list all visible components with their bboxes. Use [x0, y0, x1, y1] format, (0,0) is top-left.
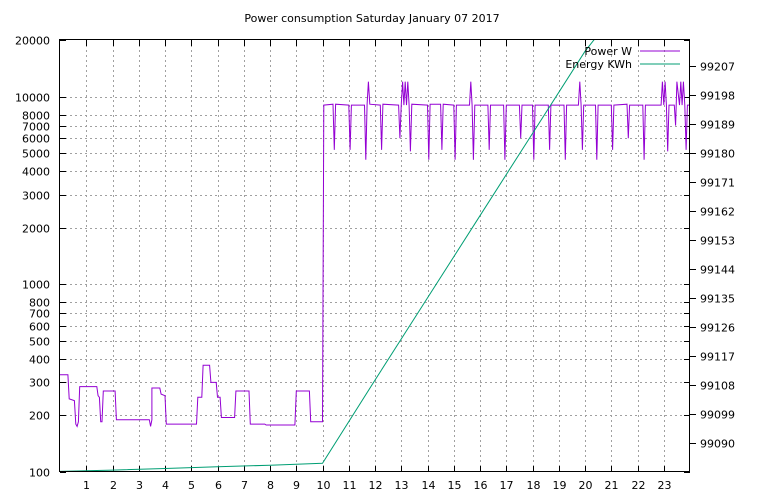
right-tick-label: 99126: [700, 322, 735, 335]
plot-border: [59, 39, 690, 472]
left-tick-label: 8000: [22, 110, 50, 123]
x-tick-label: 21: [605, 479, 619, 492]
left-tick-label: 6000: [22, 133, 50, 146]
left-tick-label: 300: [29, 377, 50, 390]
right-tick-label: 99144: [700, 264, 735, 277]
legend: Power W Energy KWh: [565, 45, 680, 71]
series-line-power: [60, 81, 690, 428]
right-tick-label: 99153: [700, 235, 735, 248]
x-tick-label: 14: [422, 479, 436, 492]
x-tick-label: 2: [110, 479, 117, 492]
left-tick-label: 10000: [15, 92, 50, 105]
x-tick-label: 11: [343, 479, 357, 492]
left-tick-label: 4000: [22, 166, 50, 179]
right-tick-label: 99099: [700, 409, 735, 422]
right-tick-label: 99090: [700, 438, 735, 451]
x-tick-label: 22: [632, 479, 646, 492]
right-tick-label: 99135: [700, 293, 735, 306]
left-tick-label: 1000: [22, 279, 50, 292]
left-tick-label: 400: [29, 354, 50, 367]
grid: [60, 40, 690, 472]
chart-title: Power consumption Saturday January 07 20…: [244, 12, 499, 25]
x-tick-label: 15: [448, 479, 462, 492]
legend-label-energy: Energy KWh: [565, 58, 632, 71]
x-tick-label: 4: [162, 479, 169, 492]
x-tick-label: 23: [658, 479, 672, 492]
x-tick-label: 18: [527, 479, 541, 492]
x-tick-label: 1: [83, 479, 90, 492]
left-tick-label: 3000: [22, 190, 50, 203]
x-tick-label: 5: [188, 479, 195, 492]
x-tick-label: 10: [317, 479, 331, 492]
left-tick-label: 100: [29, 467, 50, 480]
x-tick-label: 9: [293, 479, 300, 492]
right-tick-label: 99207: [700, 61, 735, 74]
right-tick-label: 99171: [700, 177, 735, 190]
left-tick-label: 2000: [22, 223, 50, 236]
left-tick-label: 200: [29, 410, 50, 423]
x-tick-label: 7: [241, 479, 248, 492]
left-tick-label: 7000: [22, 121, 50, 134]
legend-label-power: Power W: [584, 45, 632, 58]
x-tick-label: 12: [369, 479, 383, 492]
right-tick-label: 99162: [700, 206, 735, 219]
x-tick-label: 13: [395, 479, 409, 492]
x-tick-label: 16: [474, 479, 488, 492]
right-tick-label: 99189: [700, 119, 735, 132]
x-tick-label: 17: [500, 479, 514, 492]
right-tick-label: 99198: [700, 90, 735, 103]
left-tick-label: 5000: [22, 148, 50, 161]
left-tick-label: 800: [29, 297, 50, 310]
left-tick-label: 700: [29, 308, 50, 321]
x-tick-label: 20: [579, 479, 593, 492]
left-tick-label: 500: [29, 336, 50, 349]
right-tick-label: 99117: [700, 351, 735, 364]
series-line-energy: [60, 40, 595, 472]
left-tick-label: 600: [29, 321, 50, 334]
x-tick-label: 6: [215, 479, 222, 492]
x-tick-label: 19: [553, 479, 567, 492]
left-tick-label: 20000: [15, 35, 50, 48]
plot-area: [60, 40, 690, 472]
right-axis-ticks: 99090 99099 99108 99117 99126 99135 99144 99153…: [690, 61, 735, 451]
right-tick-label: 99180: [700, 148, 735, 161]
x-tick-label: 3: [136, 479, 143, 492]
x-tick-label: 8: [267, 479, 274, 492]
right-tick-label: 99108: [700, 380, 735, 393]
